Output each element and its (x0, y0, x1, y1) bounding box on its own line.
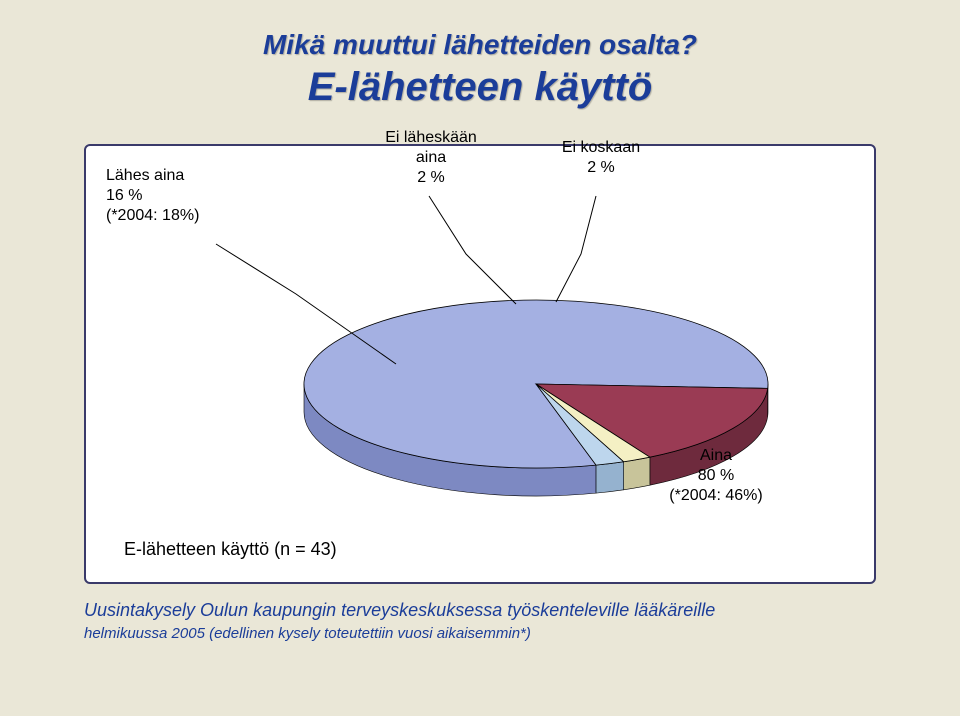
caption-block: Uusintakysely Oulun kaupungin terveyskes… (84, 600, 876, 642)
slide-page: Mikä muuttui lähetteiden osalta? E-lähet… (0, 0, 960, 716)
caption-line2: helmikuussa 2005 (edellinen kysely toteu… (84, 625, 876, 642)
slide-title-line1: Mikä muuttui lähetteiden osalta? (0, 28, 960, 62)
label-text: 80 % (698, 467, 734, 484)
chart-frame: Lähes aina 16 % (*2004: 18%) Ei läheskää… (84, 144, 876, 584)
label-text: 2 % (417, 169, 445, 186)
label-text: Ei koskaan (562, 139, 640, 156)
label-aina: Aina 80 % (*2004: 46%) (646, 446, 786, 506)
chart-subtitle: E-lähetteen käyttö (n = 43) (124, 538, 424, 561)
label-text: (*2004: 46%) (669, 487, 762, 504)
label-text: Aina (700, 447, 732, 464)
label-lahes-aina: Lähes aina 16 % (*2004: 18%) (106, 166, 226, 226)
caption-line1: Uusintakysely Oulun kaupungin terveyskes… (84, 600, 876, 621)
label-text: 16 % (106, 187, 142, 204)
label-text: Ei läheskään (385, 129, 477, 146)
label-text: aina (416, 149, 446, 166)
label-ei-laheskaan: Ei läheskään aina 2 % (366, 128, 496, 188)
label-text: 2 % (587, 159, 615, 176)
label-text: (*2004: 18%) (106, 207, 199, 224)
title-block: Mikä muuttui lähetteiden osalta? E-lähet… (0, 0, 960, 110)
label-text: Lähes aina (106, 167, 184, 184)
slide-title-line2: E-lähetteen käyttö (0, 64, 960, 110)
label-ei-koskaan: Ei koskaan 2 % (546, 138, 656, 178)
